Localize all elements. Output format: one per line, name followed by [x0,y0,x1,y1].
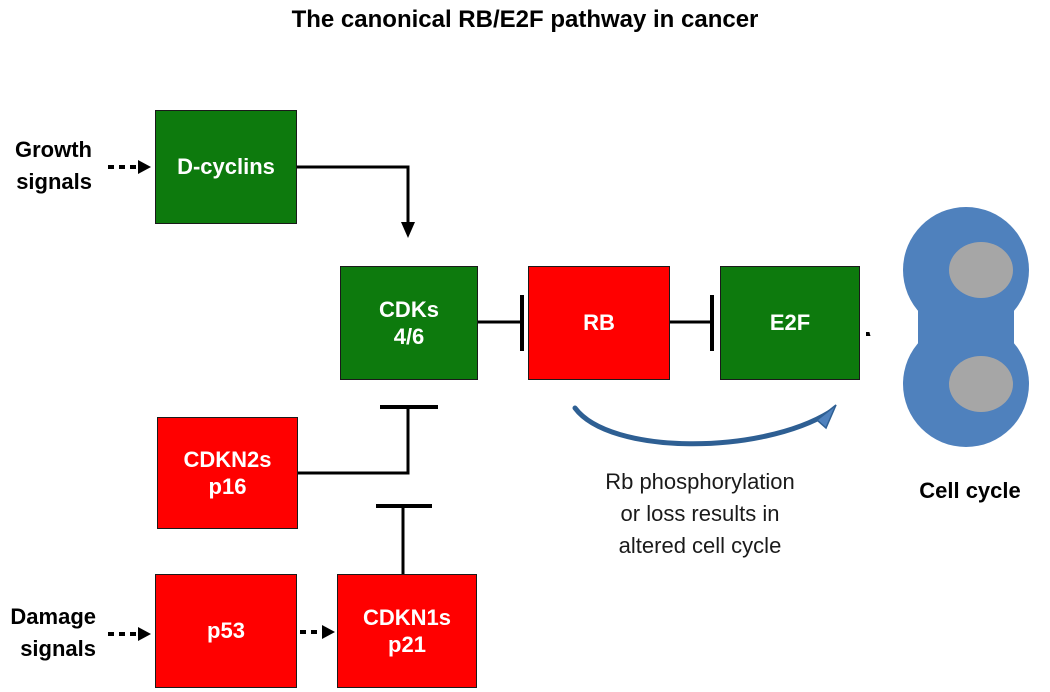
node-p53-label: p53 [207,618,245,644]
growth-signals-line-2: signals [16,168,92,194]
caption-line-3: altered cell cycle [618,532,782,558]
phosphorylation-caption: Rb phosphorylation or loss results in al… [560,466,840,562]
edge-cdkn1s-inhibits-cdks [376,504,432,574]
caption-line-1: Rb phosphorylation [605,469,795,494]
edge-damage-to-p53 [108,627,151,641]
edge-rb-inhibits-e2f [670,295,714,351]
nucleus-bottom-icon [949,356,1013,412]
damage-signals-line-2: signals [20,635,96,661]
node-e2f: E2F [720,266,860,380]
node-rb: RB [528,266,670,380]
cell-cycle-label: Cell cycle [919,478,1021,503]
node-cdks-label-2: 4/6 [393,324,425,349]
node-e2f-label: E2F [769,310,811,336]
node-cdkn1s-label-1: CDKN1s [362,604,452,630]
node-cdks: CDKs 4/6 [340,266,478,380]
cell-cycle-figure [869,207,1050,447]
node-cdkn1s: CDKN1s p21 [337,574,477,688]
edge-growth-to-dcyclins [108,160,151,174]
caption-line-2: or loss results in [620,500,780,526]
edge-p53-to-cdkn1s [300,625,335,639]
node-cdks-label-1: CDKs [379,296,439,322]
edge-cdkn2s-inhibits-cdks [298,405,438,475]
growth-signals-line-1: Growth [15,137,92,162]
node-cdkn2s: CDKN2s p16 [157,417,298,529]
edge-dcyclins-to-cdks [296,165,415,238]
node-cdkn2s-label-1: CDKN2s [183,446,272,472]
edge-cdks-inhibits-rb [478,295,524,351]
damage-signals-label: Damage signals [0,601,96,665]
node-d-cyclins-label: D-cyclins [177,154,275,180]
node-cdkn1s-label-2: p21 [388,632,426,657]
damage-signals-line-1: Damage [10,604,96,629]
node-p53: p53 [155,574,297,688]
node-d-cyclins: D-cyclins [155,110,297,224]
nucleus-top-icon [949,242,1013,298]
phosphorylation-curve-arrow [572,404,837,447]
diagram-title: The canonical RB/E2F pathway in cancer [291,6,759,33]
node-rb-label: RB [583,310,615,336]
growth-signals-label: Growth signals [0,134,92,198]
node-cdkn2s-label-2: p16 [208,474,247,499]
